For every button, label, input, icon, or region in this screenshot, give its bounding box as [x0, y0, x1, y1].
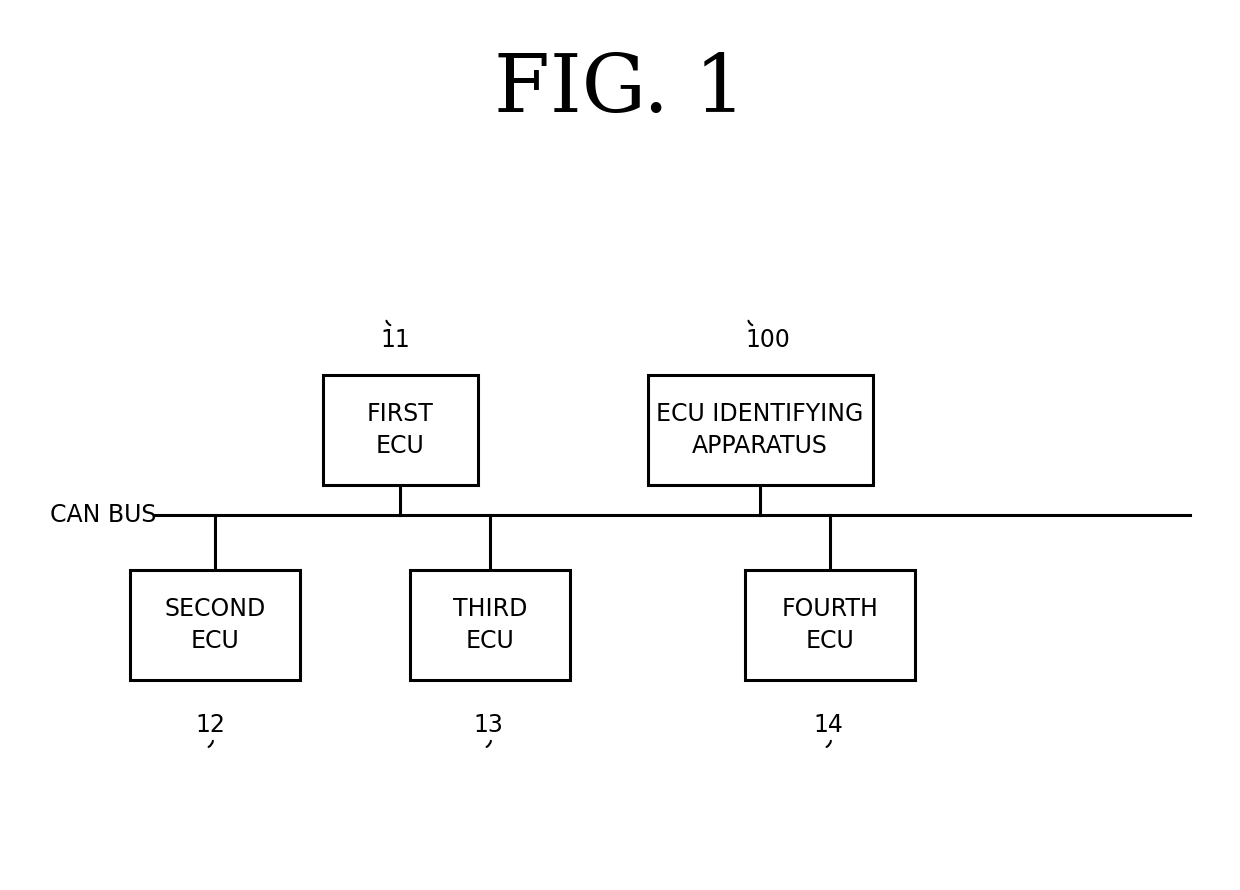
Text: FIG. 1: FIG. 1	[494, 51, 746, 129]
Bar	[647, 375, 873, 485]
Text: FOURTH
ECU: FOURTH ECU	[781, 597, 878, 652]
Text: ECU IDENTIFYING
APPARATUS: ECU IDENTIFYING APPARATUS	[656, 402, 864, 457]
Bar	[130, 570, 300, 680]
Text: THIRD
ECU: THIRD ECU	[453, 597, 527, 652]
Text: 11: 11	[381, 328, 410, 352]
Text: 14: 14	[813, 713, 843, 737]
Text: 100: 100	[745, 328, 790, 352]
Bar	[745, 570, 915, 680]
Text: SECOND
ECU: SECOND ECU	[165, 597, 265, 652]
Text: FIRST
ECU: FIRST ECU	[367, 402, 434, 457]
Bar	[322, 375, 477, 485]
Text: 13: 13	[474, 713, 503, 737]
Bar	[410, 570, 570, 680]
Text: CAN BUS: CAN BUS	[50, 503, 156, 527]
Text: 12: 12	[195, 713, 224, 737]
